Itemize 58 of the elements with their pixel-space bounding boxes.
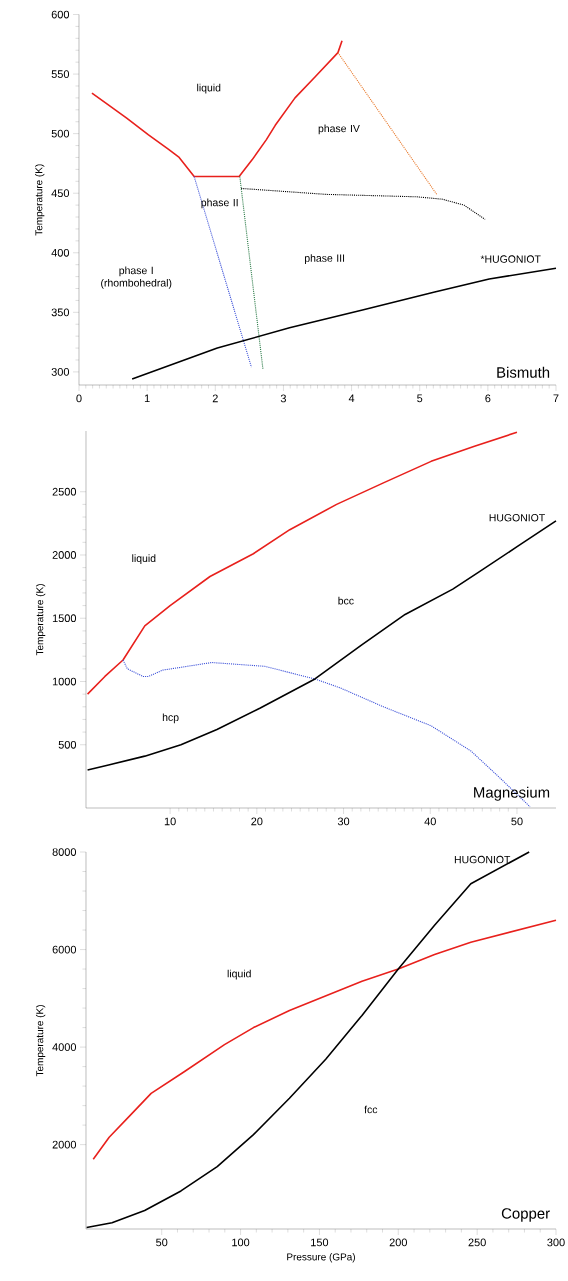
annotation: phase IV <box>318 124 360 135</box>
annotation: phase III <box>304 254 344 264</box>
y-tick-label: 2000 <box>52 1140 76 1149</box>
x-tick-label: 40 <box>424 817 436 826</box>
y-tick-label: 4000 <box>52 1043 76 1051</box>
x-tick-label: 300 <box>547 1238 565 1247</box>
x-tick-label: 0 <box>76 394 82 403</box>
x-tick-label: 1 <box>144 394 150 403</box>
x-tick-label: 4 <box>348 394 355 403</box>
x-tick-label: 3 <box>280 394 286 403</box>
annotation: HUGONIOT <box>454 855 510 864</box>
y-axis-title: Temperature (K) <box>34 164 45 236</box>
y-tick-label: 400 <box>51 248 69 257</box>
y-tick-label: 2500 <box>52 487 76 496</box>
y-tick-label: 1000 <box>52 677 76 686</box>
x-tick-label: 10 <box>164 817 176 826</box>
x-tick-label: 5 <box>416 394 423 403</box>
x-tick-label: 100 <box>232 1238 250 1247</box>
y-tick-label: 1500 <box>52 614 76 623</box>
y-axis-title: Temperature (K) <box>35 1005 46 1077</box>
y-tick-label: 300 <box>51 368 69 376</box>
text: Bismuth <box>497 366 549 378</box>
x-tick-label: 2 <box>212 394 218 403</box>
annotation: bcc <box>338 596 354 605</box>
x-tick-label: 50 <box>511 817 523 826</box>
x-tick-label: 150 <box>310 1238 328 1247</box>
y-tick-label: 350 <box>51 308 69 317</box>
line-series <box>86 520 557 771</box>
x-tick-label: 30 <box>337 817 349 826</box>
text: Copper <box>501 1208 550 1222</box>
y-tick-label: 500 <box>58 740 76 749</box>
y-tick-label: 8000 <box>52 848 76 856</box>
y-tick-label: 2000 <box>52 551 76 559</box>
annotation: phase I (rhombohedral) <box>100 266 172 289</box>
y-tick-label: 550 <box>51 70 69 78</box>
x-tick-label: 7 <box>553 394 559 403</box>
x-tick-label: 20 <box>251 817 263 826</box>
annotation: liquid <box>197 83 221 94</box>
annotation: *HUGONIOT <box>480 255 541 263</box>
annotation: liquid <box>132 554 156 565</box>
x-tick-label: 250 <box>468 1238 486 1247</box>
annotation: HUGONIOT <box>489 514 545 522</box>
x-tick-label: 6 <box>485 394 491 403</box>
line-series <box>92 919 557 1161</box>
annotation: fcc <box>364 1105 378 1114</box>
text: Magnesium <box>473 786 549 801</box>
line-series <box>240 187 486 220</box>
annotation: liquid <box>227 969 251 980</box>
y-tick-label: 450 <box>51 189 69 198</box>
y-tick-label: 500 <box>51 129 69 138</box>
x-tick-label: 200 <box>389 1238 407 1247</box>
y-tick-label: 600 <box>51 10 69 19</box>
y-tick-label: 6000 <box>52 945 76 954</box>
annotation: hcp <box>162 713 179 724</box>
y-axis-title: Temperature (K) <box>35 584 46 656</box>
x-tick-label: 50 <box>155 1238 168 1247</box>
annotation: phase II <box>201 198 238 209</box>
x-axis-title: Pressure (GPa) <box>286 1253 355 1263</box>
